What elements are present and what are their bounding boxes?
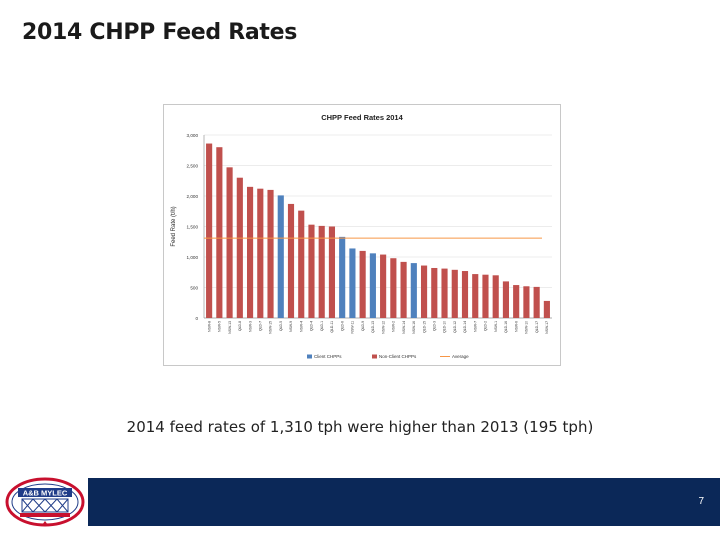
- bar: [236, 177, 243, 318]
- bar: [482, 274, 489, 318]
- x-tick-label: NSW-1: [494, 321, 498, 332]
- legend-label: Average: [452, 354, 469, 359]
- x-tick-label: QLD-10: [443, 321, 447, 333]
- x-tick-label: QLD-14: [463, 321, 467, 333]
- bar: [543, 300, 550, 318]
- bar: [513, 285, 520, 318]
- x-tick-label: QLD-17: [535, 321, 539, 333]
- x-tick-label: NSW-11: [351, 321, 355, 334]
- x-tick-label: QLD-13: [371, 321, 375, 333]
- x-tick-label: NSW-12: [381, 321, 385, 334]
- x-tick-label: QLD-12: [453, 321, 457, 333]
- legend-label: Client CHPPs: [314, 354, 342, 359]
- bar: [287, 203, 295, 318]
- y-tick-label: 0: [195, 316, 198, 321]
- x-tick-label: QLD-1: [320, 321, 324, 331]
- x-tick-label: NSW-16: [412, 321, 416, 334]
- bar: [267, 189, 274, 318]
- x-tick-label: NSW-5: [218, 321, 222, 332]
- bar: [380, 254, 387, 318]
- bar: [339, 236, 346, 318]
- x-tick-label: QLD-5: [279, 321, 283, 331]
- x-tick-label: NSW-6: [514, 321, 518, 332]
- bar: [359, 250, 366, 318]
- bar: [492, 275, 499, 318]
- bar: [400, 261, 407, 318]
- y-tick-label: 2,500: [187, 164, 199, 169]
- x-tick-label: NSW-3: [248, 321, 252, 332]
- y-tick-label: 3,000: [187, 133, 199, 138]
- legend-swatch: [307, 354, 312, 359]
- y-tick-label: 500: [190, 286, 198, 291]
- slide-title: 2014 CHPP Feed Rates: [22, 20, 298, 45]
- x-tick-label: QLD-8: [238, 321, 242, 331]
- feed-rate-chart: CHPP Feed Rates 2014 Feed Rate (t/h) 0 500 1…: [171, 113, 552, 359]
- bar: [502, 281, 510, 318]
- x-tick-label: QLD-2: [484, 321, 488, 331]
- bar: [216, 147, 223, 318]
- bar: [328, 226, 336, 318]
- x-tick-label: NSW-13: [228, 321, 232, 334]
- x-tick-label: NSW-17: [545, 321, 549, 334]
- y-tick-label: 2,000: [187, 194, 199, 199]
- x-tick-label: QLD-16: [504, 321, 508, 333]
- legend-label: Non-Client CHPPs: [379, 354, 417, 359]
- x-tick-label: QLD-3: [432, 321, 436, 331]
- bar: [298, 210, 305, 318]
- x-tick-label: NSW-8: [207, 321, 211, 332]
- bar: [420, 265, 428, 318]
- page-number: 7: [698, 496, 704, 507]
- x-tick-label: QLD-6: [340, 321, 344, 331]
- svg-text:A&B MYLEC: A&B MYLEC: [23, 489, 68, 498]
- x-tick-label: NSW-2: [392, 321, 396, 332]
- x-tick-label: NSW-7: [473, 321, 477, 332]
- bar: [349, 248, 356, 318]
- chart-container: CHPP Feed Rates 2014 Feed Rate (t/h) 0 500 1…: [163, 104, 561, 366]
- legend-swatch: [372, 354, 377, 359]
- y-tick-label: 1,000: [187, 255, 199, 260]
- bar: [277, 195, 284, 318]
- company-logo: A&B MYLEC: [5, 477, 85, 527]
- bar: [257, 188, 264, 318]
- x-tick-label: QLD-15: [422, 321, 426, 333]
- bar: [533, 286, 540, 318]
- x-tick-label: QLD-7: [258, 321, 262, 331]
- x-tick-label: QLD-11: [330, 321, 334, 333]
- x-tick-label: NSW-10: [525, 321, 529, 334]
- footer-bar: 7: [88, 478, 720, 526]
- bar: [410, 263, 417, 318]
- slide-caption: 2014 feed rates of 1,310 tph were higher…: [126, 418, 594, 436]
- bar: [246, 186, 254, 318]
- x-tick-label: NSW-4: [299, 321, 303, 332]
- bar: [308, 224, 315, 318]
- x-tick-label: NSW-15: [269, 321, 273, 334]
- bar: [226, 167, 233, 318]
- y-tick-label: 1,500: [187, 225, 199, 230]
- bar: [431, 267, 438, 318]
- bar: [461, 271, 469, 318]
- x-tick-label: QLD-9: [361, 321, 365, 331]
- bar: [206, 143, 213, 318]
- bar: [451, 269, 458, 318]
- bar: [472, 274, 479, 318]
- bar: [523, 286, 530, 318]
- chart-title: CHPP Feed Rates 2014: [321, 113, 403, 122]
- x-tick-label: NSW-9: [289, 321, 293, 332]
- y-axis-label: Feed Rate (t/h): [171, 206, 177, 246]
- bar: [318, 225, 325, 318]
- bar: [369, 253, 376, 318]
- x-tick-label: QLD-4: [310, 321, 314, 331]
- bar: [390, 258, 397, 318]
- bar: [441, 268, 448, 318]
- x-tick-label: NSW-14: [402, 321, 406, 334]
